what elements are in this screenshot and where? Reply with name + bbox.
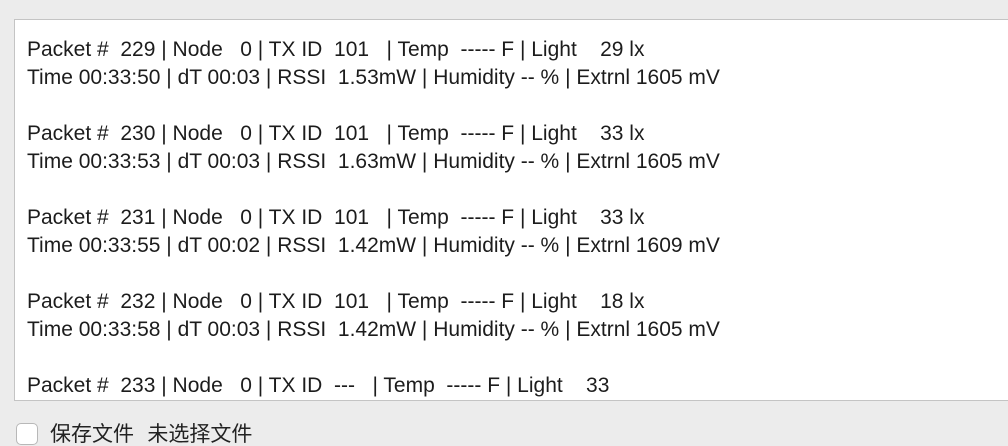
log-line: Packet # 230 | Node 0 | TX ID 101 | Temp…	[27, 122, 645, 145]
log-line: Packet # 229 | Node 0 | TX ID 101 | Temp…	[27, 38, 645, 61]
log-line: Packet # 233 | Node 0 | TX ID --- | Temp…	[27, 374, 610, 397]
serial-log-text: Packet # 229 | Node 0 | TX ID 101 | Temp…	[27, 36, 720, 400]
log-line: Time 00:33:50 | dT 00:03 | RSSI 1.53mW |…	[27, 66, 720, 89]
save-to-file-row: 保存文件 未选择文件	[16, 423, 252, 445]
log-line: Time 00:33:55 | dT 00:02 | RSSI 1.42mW |…	[27, 234, 720, 257]
serial-log-panel[interactable]: Packet # 229 | Node 0 | TX ID 101 | Temp…	[14, 19, 1008, 401]
save-to-file-checkbox[interactable]	[16, 423, 38, 445]
save-to-file-label: 保存文件 未选择文件	[50, 422, 253, 446]
log-line: Packet # 232 | Node 0 | TX ID 101 | Temp…	[27, 290, 645, 313]
log-line: Time 00:33:58 | dT 00:03 | RSSI 1.42mW |…	[27, 318, 720, 341]
log-line: Time 00:33:53 | dT 00:03 | RSSI 1.63mW |…	[27, 150, 720, 173]
log-line: Packet # 231 | Node 0 | TX ID 101 | Temp…	[27, 206, 645, 229]
